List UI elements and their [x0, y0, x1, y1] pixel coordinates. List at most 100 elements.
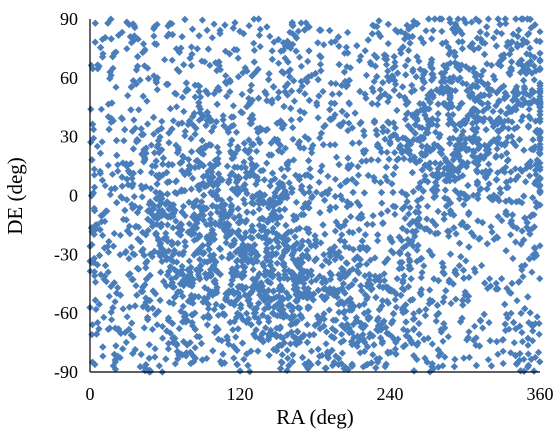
- scatter-point: [423, 358, 431, 366]
- scatter-point: [191, 325, 199, 333]
- scatter-point: [248, 234, 256, 242]
- scatter-point: [392, 80, 400, 88]
- scatter-point: [355, 269, 363, 277]
- scatter-point: [290, 77, 298, 85]
- scatter-point: [335, 271, 343, 279]
- scatter-point: [240, 355, 248, 363]
- scatter-point: [322, 340, 330, 348]
- scatter-point: [214, 335, 223, 343]
- scatter-point: [354, 332, 362, 340]
- scatter-point: [471, 73, 479, 81]
- scatter-point: [464, 334, 472, 342]
- scatter-point: [146, 198, 154, 206]
- scatter-point: [440, 210, 448, 218]
- scatter-point: [164, 22, 172, 30]
- scatter-point: [451, 48, 459, 56]
- scatter-point: [518, 167, 526, 175]
- scatter-point: [130, 193, 138, 201]
- scatter-point: [229, 24, 237, 32]
- scatter-point: [377, 334, 385, 342]
- scatter-point: [383, 284, 391, 292]
- scatter-point: [405, 265, 413, 273]
- scatter-point: [281, 83, 289, 91]
- scatter-point: [233, 313, 241, 321]
- scatter-point: [368, 30, 376, 38]
- scatter-point: [219, 350, 227, 358]
- scatter-point: [526, 158, 535, 166]
- scatter-point: [183, 341, 191, 349]
- scatter-point: [327, 79, 335, 87]
- scatter-point: [513, 123, 521, 131]
- scatter-point: [464, 193, 472, 202]
- scatter-point: [445, 227, 453, 235]
- scatter-point: [195, 87, 203, 96]
- scatter-point: [229, 121, 238, 129]
- scatter-point: [535, 183, 543, 191]
- scatter-point: [214, 155, 222, 163]
- scatter-point: [314, 286, 322, 294]
- scatter-point: [385, 155, 393, 163]
- scatter-point: [380, 270, 388, 278]
- scatter-point: [179, 318, 187, 326]
- scatter-point: [137, 125, 145, 133]
- scatter-point: [396, 250, 404, 258]
- scatter-point: [193, 45, 201, 53]
- scatter-point: [337, 122, 345, 130]
- scatter-point: [524, 31, 532, 39]
- scatter-point: [256, 43, 264, 51]
- scatter-point: [188, 148, 196, 156]
- scatter-point: [252, 326, 260, 334]
- scatter-point: [492, 153, 500, 161]
- scatter-point: [384, 349, 392, 357]
- scatter-point: [413, 116, 421, 124]
- scatter-point: [195, 99, 203, 107]
- scatter-point: [369, 87, 377, 96]
- scatter-point: [485, 319, 493, 327]
- scatter-point: [364, 171, 372, 180]
- scatter-point: [379, 79, 387, 87]
- scatter-point: [499, 347, 507, 355]
- scatter-point: [437, 146, 446, 154]
- scatter-point: [470, 265, 478, 273]
- scatter-point: [179, 292, 187, 300]
- scatter-point: [426, 98, 434, 107]
- scatter-point: [140, 62, 149, 70]
- scatter-point: [180, 281, 188, 290]
- scatter-point: [279, 306, 287, 314]
- scatter-point: [364, 360, 372, 368]
- scatter-point: [459, 301, 467, 309]
- scatter-point: [431, 230, 439, 238]
- scatter-point: [507, 64, 515, 72]
- scatter-point: [101, 34, 109, 42]
- scatter-point: [320, 251, 328, 259]
- scatter-point: [432, 128, 440, 136]
- scatter-point: [399, 278, 407, 287]
- scatter-point: [483, 23, 491, 31]
- scatter-point: [169, 117, 177, 125]
- scatter-point: [531, 143, 539, 151]
- scatter-point: [414, 220, 422, 228]
- scatter-point: [379, 297, 387, 305]
- scatter-point: [189, 299, 197, 307]
- scatter-point: [337, 298, 345, 306]
- scatter-point: [168, 319, 177, 328]
- scatter-point: [246, 300, 254, 308]
- scatter-point: [388, 238, 396, 246]
- scatter-point: [449, 25, 457, 33]
- scatter-point: [188, 311, 196, 319]
- scatter-point: [507, 219, 515, 227]
- scatter-point: [421, 111, 429, 119]
- scatter-point: [168, 161, 176, 169]
- scatter-point: [382, 360, 390, 368]
- scatter-point: [265, 203, 273, 212]
- scatter-point: [171, 334, 179, 342]
- scatter-point: [452, 126, 460, 134]
- scatter-point: [516, 57, 524, 65]
- scatter-point: [191, 292, 199, 300]
- scatter-point: [154, 127, 162, 135]
- scatter-point: [289, 304, 297, 312]
- scatter-point: [536, 201, 544, 209]
- scatter-point: [233, 176, 242, 184]
- scatter-point: [424, 129, 432, 137]
- scatter-point: [264, 228, 272, 236]
